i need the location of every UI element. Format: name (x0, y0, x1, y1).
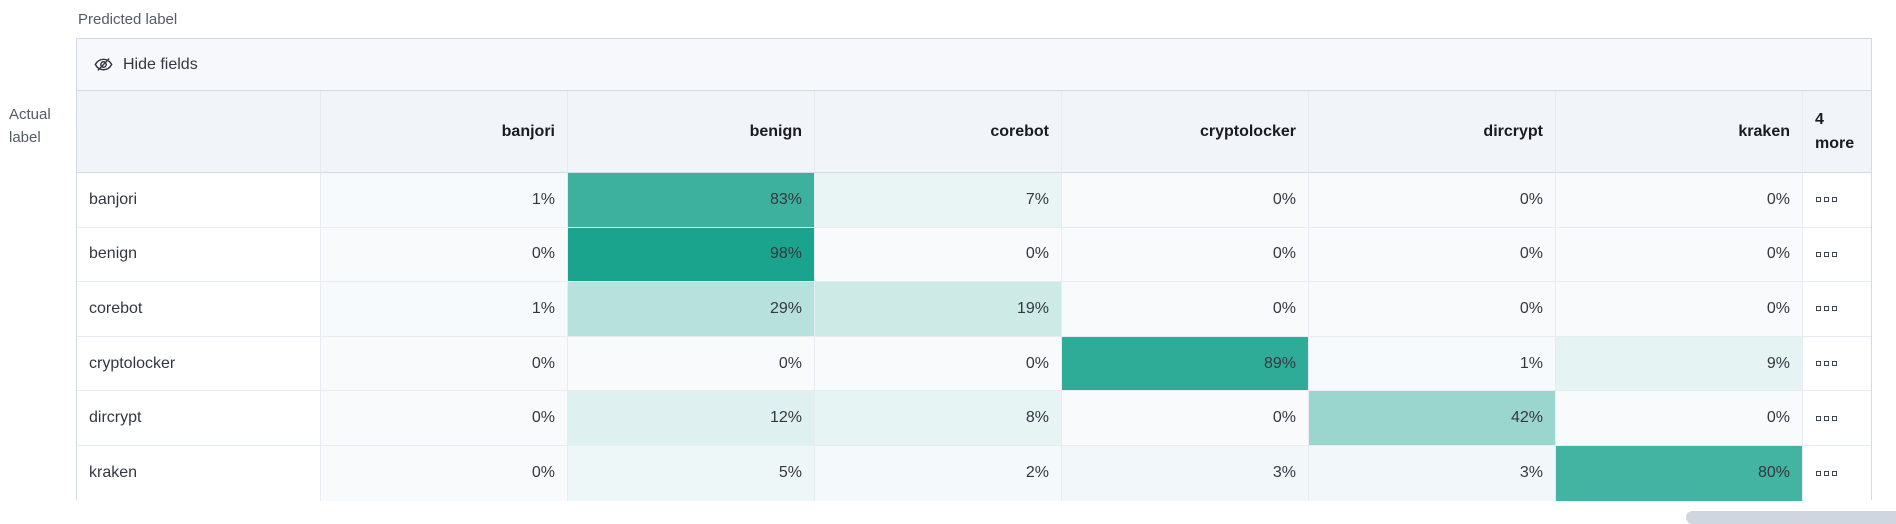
cell-corebot-dircrypt[interactable]: 0% (1309, 282, 1556, 337)
row-label-kraken[interactable]: kraken (77, 445, 321, 501)
cell-kraken-kraken[interactable]: 80% (1556, 445, 1803, 501)
boxes-horizontal-icon[interactable] (1816, 306, 1837, 312)
cell-dircrypt-corebot[interactable]: 8% (815, 391, 1062, 446)
corner-header-cell (77, 91, 321, 173)
cell-dircrypt-banjori[interactable]: 0% (321, 391, 568, 446)
boxes-horizontal-icon[interactable] (1816, 415, 1837, 421)
cell-corebot-banjori[interactable]: 1% (321, 282, 568, 337)
more-actions-cell[interactable] (1803, 391, 1871, 446)
cell-corebot-cryptolocker[interactable]: 0% (1062, 282, 1309, 337)
boxes-horizontal-icon[interactable] (1816, 361, 1837, 367)
cell-cryptolocker-dircrypt[interactable]: 1% (1309, 336, 1556, 392)
cell-kraken-corebot[interactable]: 2% (815, 445, 1062, 501)
column-header-corebot[interactable]: corebot (815, 91, 1062, 173)
row-label-banjori[interactable]: banjori (77, 173, 321, 228)
cell-cryptolocker-corebot[interactable]: 0% (815, 336, 1062, 392)
boxes-horizontal-icon[interactable] (1816, 470, 1837, 476)
confusion-matrix-panel: Hide fields banjori benign corebot cryptolo… (76, 38, 1872, 501)
row-label-dircrypt[interactable]: dircrypt (77, 391, 321, 446)
cell-dircrypt-benign[interactable]: 12% (568, 391, 815, 446)
row-label-benign[interactable]: benign (77, 227, 321, 283)
cell-banjori-cryptolocker[interactable]: 0% (1062, 173, 1309, 228)
cell-cryptolocker-cryptolocker[interactable]: 89% (1062, 336, 1309, 392)
eye-closed-icon (94, 58, 113, 71)
cell-benign-cryptolocker[interactable]: 0% (1062, 227, 1309, 283)
cell-kraken-cryptolocker[interactable]: 3% (1062, 445, 1309, 501)
more-actions-cell[interactable] (1803, 445, 1871, 501)
actual-label: Actual label (9, 103, 69, 150)
actual-label-line1: Actual (9, 106, 51, 123)
predicted-label: Predicted label (78, 11, 178, 28)
cell-benign-banjori[interactable]: 0% (321, 227, 568, 283)
cell-benign-corebot[interactable]: 0% (815, 227, 1062, 283)
boxes-horizontal-icon[interactable] (1816, 197, 1837, 203)
cell-corebot-benign[interactable]: 29% (568, 282, 815, 337)
confusion-matrix-grid: banjori benign corebot cryptolocker dircrypt… (77, 91, 1871, 501)
cell-benign-kraken[interactable]: 0% (1556, 227, 1803, 283)
cell-dircrypt-dircrypt[interactable]: 42% (1309, 391, 1556, 446)
column-header-benign[interactable]: benign (568, 91, 815, 173)
more-actions-cell[interactable] (1803, 173, 1871, 228)
cell-cryptolocker-benign[interactable]: 0% (568, 336, 815, 392)
cell-corebot-kraken[interactable]: 0% (1556, 282, 1803, 337)
cell-dircrypt-cryptolocker[interactable]: 0% (1062, 391, 1309, 446)
cell-cryptolocker-banjori[interactable]: 0% (321, 336, 568, 392)
cell-banjori-benign[interactable]: 83% (568, 173, 815, 228)
hide-fields-label: Hide fields (123, 55, 198, 73)
row-label-corebot[interactable]: corebot (77, 282, 321, 337)
cell-benign-benign[interactable]: 98% (568, 227, 815, 283)
cell-benign-dircrypt[interactable]: 0% (1309, 227, 1556, 283)
boxes-horizontal-icon[interactable] (1816, 251, 1837, 257)
hide-fields-button[interactable]: Hide fields (77, 39, 1871, 91)
more-actions-cell[interactable] (1803, 336, 1871, 392)
cell-kraken-banjori[interactable]: 0% (321, 445, 568, 501)
cell-kraken-benign[interactable]: 5% (568, 445, 815, 501)
cell-corebot-corebot[interactable]: 19% (815, 282, 1062, 337)
cell-banjori-corebot[interactable]: 7% (815, 173, 1062, 228)
cell-banjori-banjori[interactable]: 1% (321, 173, 568, 228)
cell-dircrypt-kraken[interactable]: 0% (1556, 391, 1803, 446)
row-label-cryptolocker[interactable]: cryptolocker (77, 336, 321, 392)
cell-banjori-kraken[interactable]: 0% (1556, 173, 1803, 228)
actual-label-line2: label (9, 129, 41, 147)
column-header-more[interactable]: 4 more (1803, 91, 1871, 173)
column-header-dircrypt[interactable]: dircrypt (1309, 91, 1556, 173)
column-header-cryptolocker[interactable]: cryptolocker (1062, 91, 1309, 173)
cell-banjori-dircrypt[interactable]: 0% (1309, 173, 1556, 228)
column-header-kraken[interactable]: kraken (1556, 91, 1803, 173)
more-actions-cell[interactable] (1803, 282, 1871, 337)
cell-cryptolocker-kraken[interactable]: 9% (1556, 336, 1803, 392)
horizontal-scrollbar[interactable] (1686, 511, 1896, 524)
cell-kraken-dircrypt[interactable]: 3% (1309, 445, 1556, 501)
more-actions-cell[interactable] (1803, 227, 1871, 283)
column-header-banjori[interactable]: banjori (321, 91, 568, 173)
